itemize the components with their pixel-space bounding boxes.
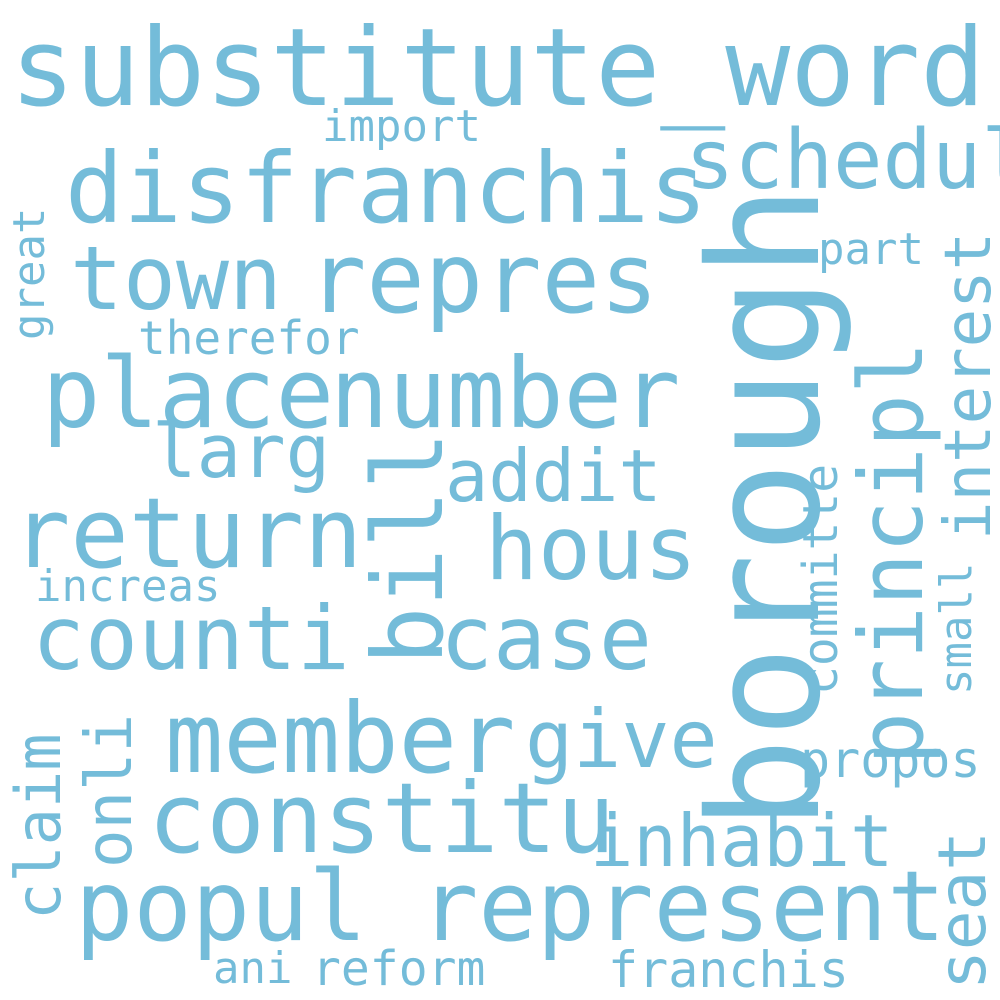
word-interest: interest <box>932 231 1000 540</box>
word-small: small <box>931 562 982 695</box>
word-number: number <box>330 337 681 450</box>
word-larg: larg <box>152 409 331 495</box>
word-addit: addit <box>445 434 662 518</box>
word-franchis: franchis <box>608 941 849 999</box>
word-propos: propos <box>800 731 981 789</box>
word-reform: reform <box>312 941 486 997</box>
word-disfranchis: disfranchis <box>65 132 708 245</box>
word-increas: increas <box>35 561 221 612</box>
word-constitu: constitu <box>148 762 616 875</box>
word-popul: popul <box>75 850 367 963</box>
word-give: give <box>525 693 718 786</box>
word-inhabit: inhabit <box>590 799 894 883</box>
word-place: place <box>42 337 334 450</box>
word-town: town <box>70 227 282 330</box>
word-therefor: therefor <box>138 311 360 365</box>
word-return: return <box>12 477 363 590</box>
word-repres: repres <box>308 222 659 335</box>
word-ani: ani <box>213 943 293 994</box>
word-member: member <box>165 682 516 795</box>
word-substitute_word: substitute_word <box>10 6 986 131</box>
word-hous: hous <box>485 497 697 600</box>
word-onli: onli <box>73 713 147 868</box>
word-import: import <box>322 101 481 152</box>
word-case: case <box>440 587 652 690</box>
word-part: part <box>818 224 924 275</box>
word-committe: committe <box>793 463 849 695</box>
word-principl: principl <box>840 341 943 765</box>
word-counti: counti <box>32 587 350 690</box>
word-great: great <box>4 207 55 340</box>
word-claim: claim <box>2 733 75 920</box>
word-schedul: schedul <box>685 113 1000 208</box>
word-represent: represent <box>420 850 946 963</box>
